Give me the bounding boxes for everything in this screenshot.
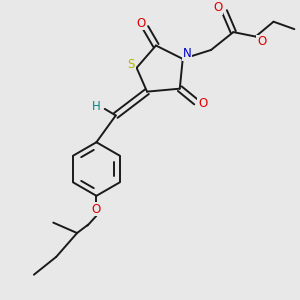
Text: O: O [213,1,223,14]
Text: O: O [257,35,266,48]
Text: N: N [183,47,192,60]
Text: O: O [136,17,146,30]
Text: O: O [198,97,207,110]
Text: H: H [92,100,101,113]
Text: S: S [128,58,135,71]
Text: O: O [92,203,101,216]
